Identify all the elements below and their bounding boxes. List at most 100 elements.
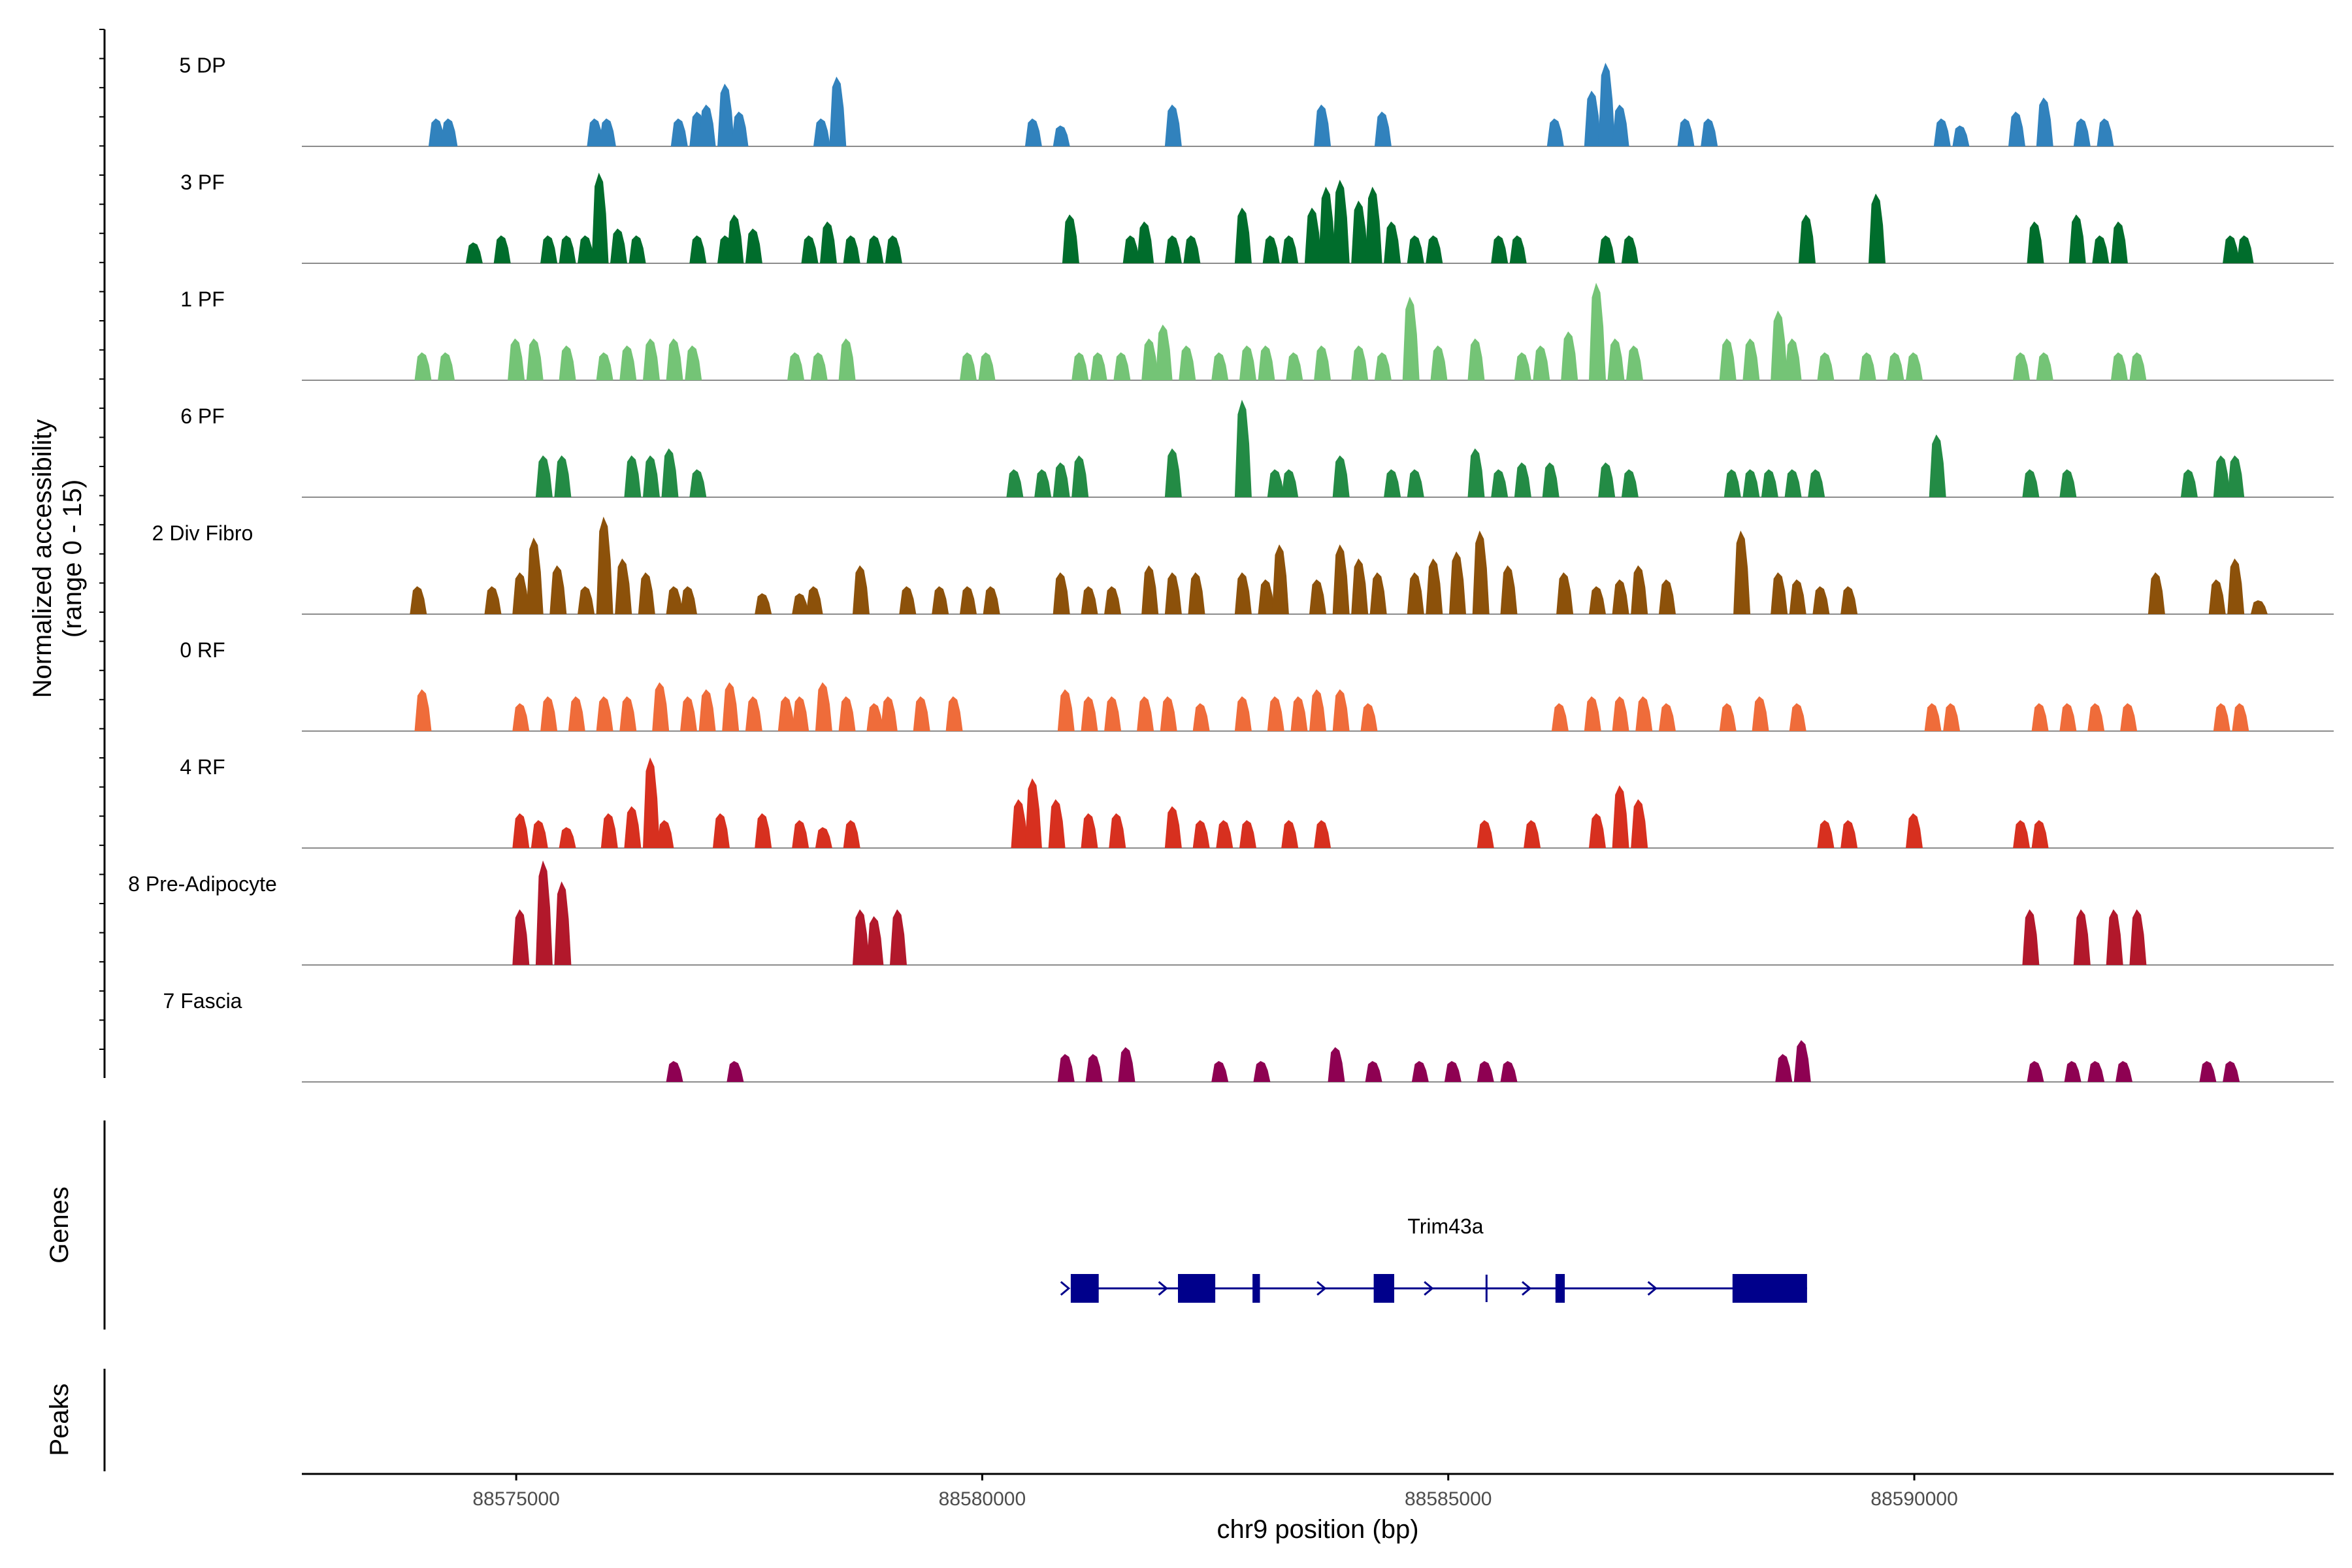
- coverage-peak: [1752, 696, 1769, 731]
- coverage-peak: [1612, 579, 1629, 614]
- coverage-peak: [698, 105, 716, 146]
- coverage-peak: [1351, 345, 1369, 380]
- coverage-peak: [680, 696, 697, 731]
- coverage-peak: [526, 338, 544, 380]
- coverage-peak: [1742, 469, 1760, 497]
- coverage-peak: [1598, 235, 1616, 263]
- coverage-peak: [2013, 352, 2031, 380]
- track-8-pre-adipocyte: 8 Pre-Adipocyte: [128, 860, 2334, 966]
- coverage-peak: [1314, 105, 1331, 146]
- coverage-peak: [410, 586, 427, 614]
- track-0-rf: 0 RF: [180, 638, 2334, 732]
- coverage-peak: [1137, 696, 1154, 731]
- coverage-peak: [1234, 399, 1252, 497]
- coverage-peak: [1407, 469, 1424, 497]
- coverage-peak: [512, 703, 530, 731]
- coverage-peak: [1626, 345, 1643, 380]
- coverage-peak: [1793, 1040, 1811, 1082]
- coverage-peak: [1118, 1047, 1135, 1082]
- coverage-peak: [438, 352, 455, 380]
- track-2-div-fibro: 2 Div Fibro: [152, 516, 2334, 615]
- coverage-peak: [596, 516, 613, 614]
- coverage-peak: [1402, 297, 1420, 380]
- coverage-peak: [1631, 799, 1648, 848]
- coverage-peak: [540, 235, 558, 263]
- track-4-rf: 4 RF: [180, 755, 2334, 849]
- strand-arrow: [1158, 1281, 1168, 1296]
- coverage-peak: [1584, 696, 1601, 731]
- coverage-peak: [755, 813, 772, 848]
- coverage-peak: [2213, 703, 2230, 731]
- coverage-peak: [1449, 551, 1466, 614]
- coverage-peak: [1426, 235, 1443, 263]
- coverage-peak: [2064, 1061, 2082, 1082]
- coverage-peak: [465, 242, 483, 263]
- x-tick-label: 88590000: [1870, 1488, 1957, 1510]
- coverage-peak: [1262, 235, 1280, 263]
- coverage-peak: [2208, 579, 2226, 614]
- coverage-peak: [666, 1061, 683, 1082]
- coverage-peak: [1011, 799, 1028, 848]
- coverage-peak: [1332, 689, 1350, 731]
- coverage-peak: [587, 118, 604, 146]
- coverage-peak: [1589, 282, 1606, 380]
- coverage-peak: [535, 860, 553, 965]
- coverage-peak: [2199, 1061, 2217, 1082]
- coverage-peak: [932, 586, 949, 614]
- coverage-peak: [1071, 352, 1089, 380]
- coverage-peak: [1332, 544, 1350, 614]
- gene-exon: [1373, 1274, 1394, 1303]
- coverage-peak: [619, 345, 637, 380]
- coverage-peak: [1239, 345, 1256, 380]
- coverage-peak: [2036, 97, 2053, 146]
- coverage-peak: [666, 586, 683, 614]
- coverage-peak: [440, 118, 458, 146]
- coverage-peak: [1281, 820, 1299, 848]
- coverage-peak: [2129, 909, 2147, 965]
- coverage-peak: [2120, 703, 2138, 731]
- coverage-peak: [1155, 324, 1173, 380]
- coverage-peak: [1514, 352, 1531, 380]
- x-tick-label: 88575000: [472, 1488, 559, 1510]
- coverage-peak: [2008, 111, 2025, 146]
- coverage-peak: [1267, 696, 1284, 731]
- coverage-peak: [1160, 696, 1177, 731]
- coverage-peak: [2087, 1061, 2105, 1082]
- coverage-peak: [866, 703, 884, 731]
- coverage-peak: [1239, 820, 1256, 848]
- coverage-peak: [638, 572, 655, 614]
- coverage-peak: [2059, 469, 2077, 497]
- coverage-peak: [1304, 207, 1322, 263]
- strand-arrow: [1424, 1281, 1434, 1296]
- y-axis-range: (range 0 - 15): [58, 480, 87, 638]
- x-tick-label: 88580000: [939, 1488, 1026, 1510]
- coverage-peak: [1472, 531, 1490, 614]
- coverage-peak: [1384, 469, 1401, 497]
- coverage-peak: [810, 352, 828, 380]
- coverage-peak: [787, 352, 805, 380]
- coverage-peak: [2073, 118, 2091, 146]
- coverage-peak: [1360, 703, 1378, 731]
- coverage-peak: [2129, 352, 2147, 380]
- coverage-peak: [1933, 118, 1951, 146]
- coverage-peak: [1281, 235, 1299, 263]
- coverage-peak: [508, 338, 525, 380]
- coverage-peak: [853, 565, 870, 614]
- coverage-peak: [643, 338, 660, 380]
- coverage-peak: [559, 827, 576, 848]
- coverage-peak: [1369, 572, 1387, 614]
- coverage-peak: [2223, 235, 2240, 263]
- coverage-peak: [1631, 565, 1648, 614]
- coverage-peak: [657, 820, 674, 848]
- coverage-peak: [698, 689, 716, 731]
- coverage-peak: [838, 338, 856, 380]
- track-label: 6 PF: [180, 404, 225, 428]
- coverage-peak: [1621, 469, 1639, 497]
- coverage-peak: [1771, 572, 1788, 614]
- coverage-peak: [1211, 352, 1229, 380]
- coverage-peak: [806, 586, 823, 614]
- coverage-peak: [2250, 600, 2268, 614]
- coverage-peak: [1542, 462, 1560, 497]
- coverage-peak: [2068, 214, 2086, 263]
- coverage-peak: [1784, 338, 1802, 380]
